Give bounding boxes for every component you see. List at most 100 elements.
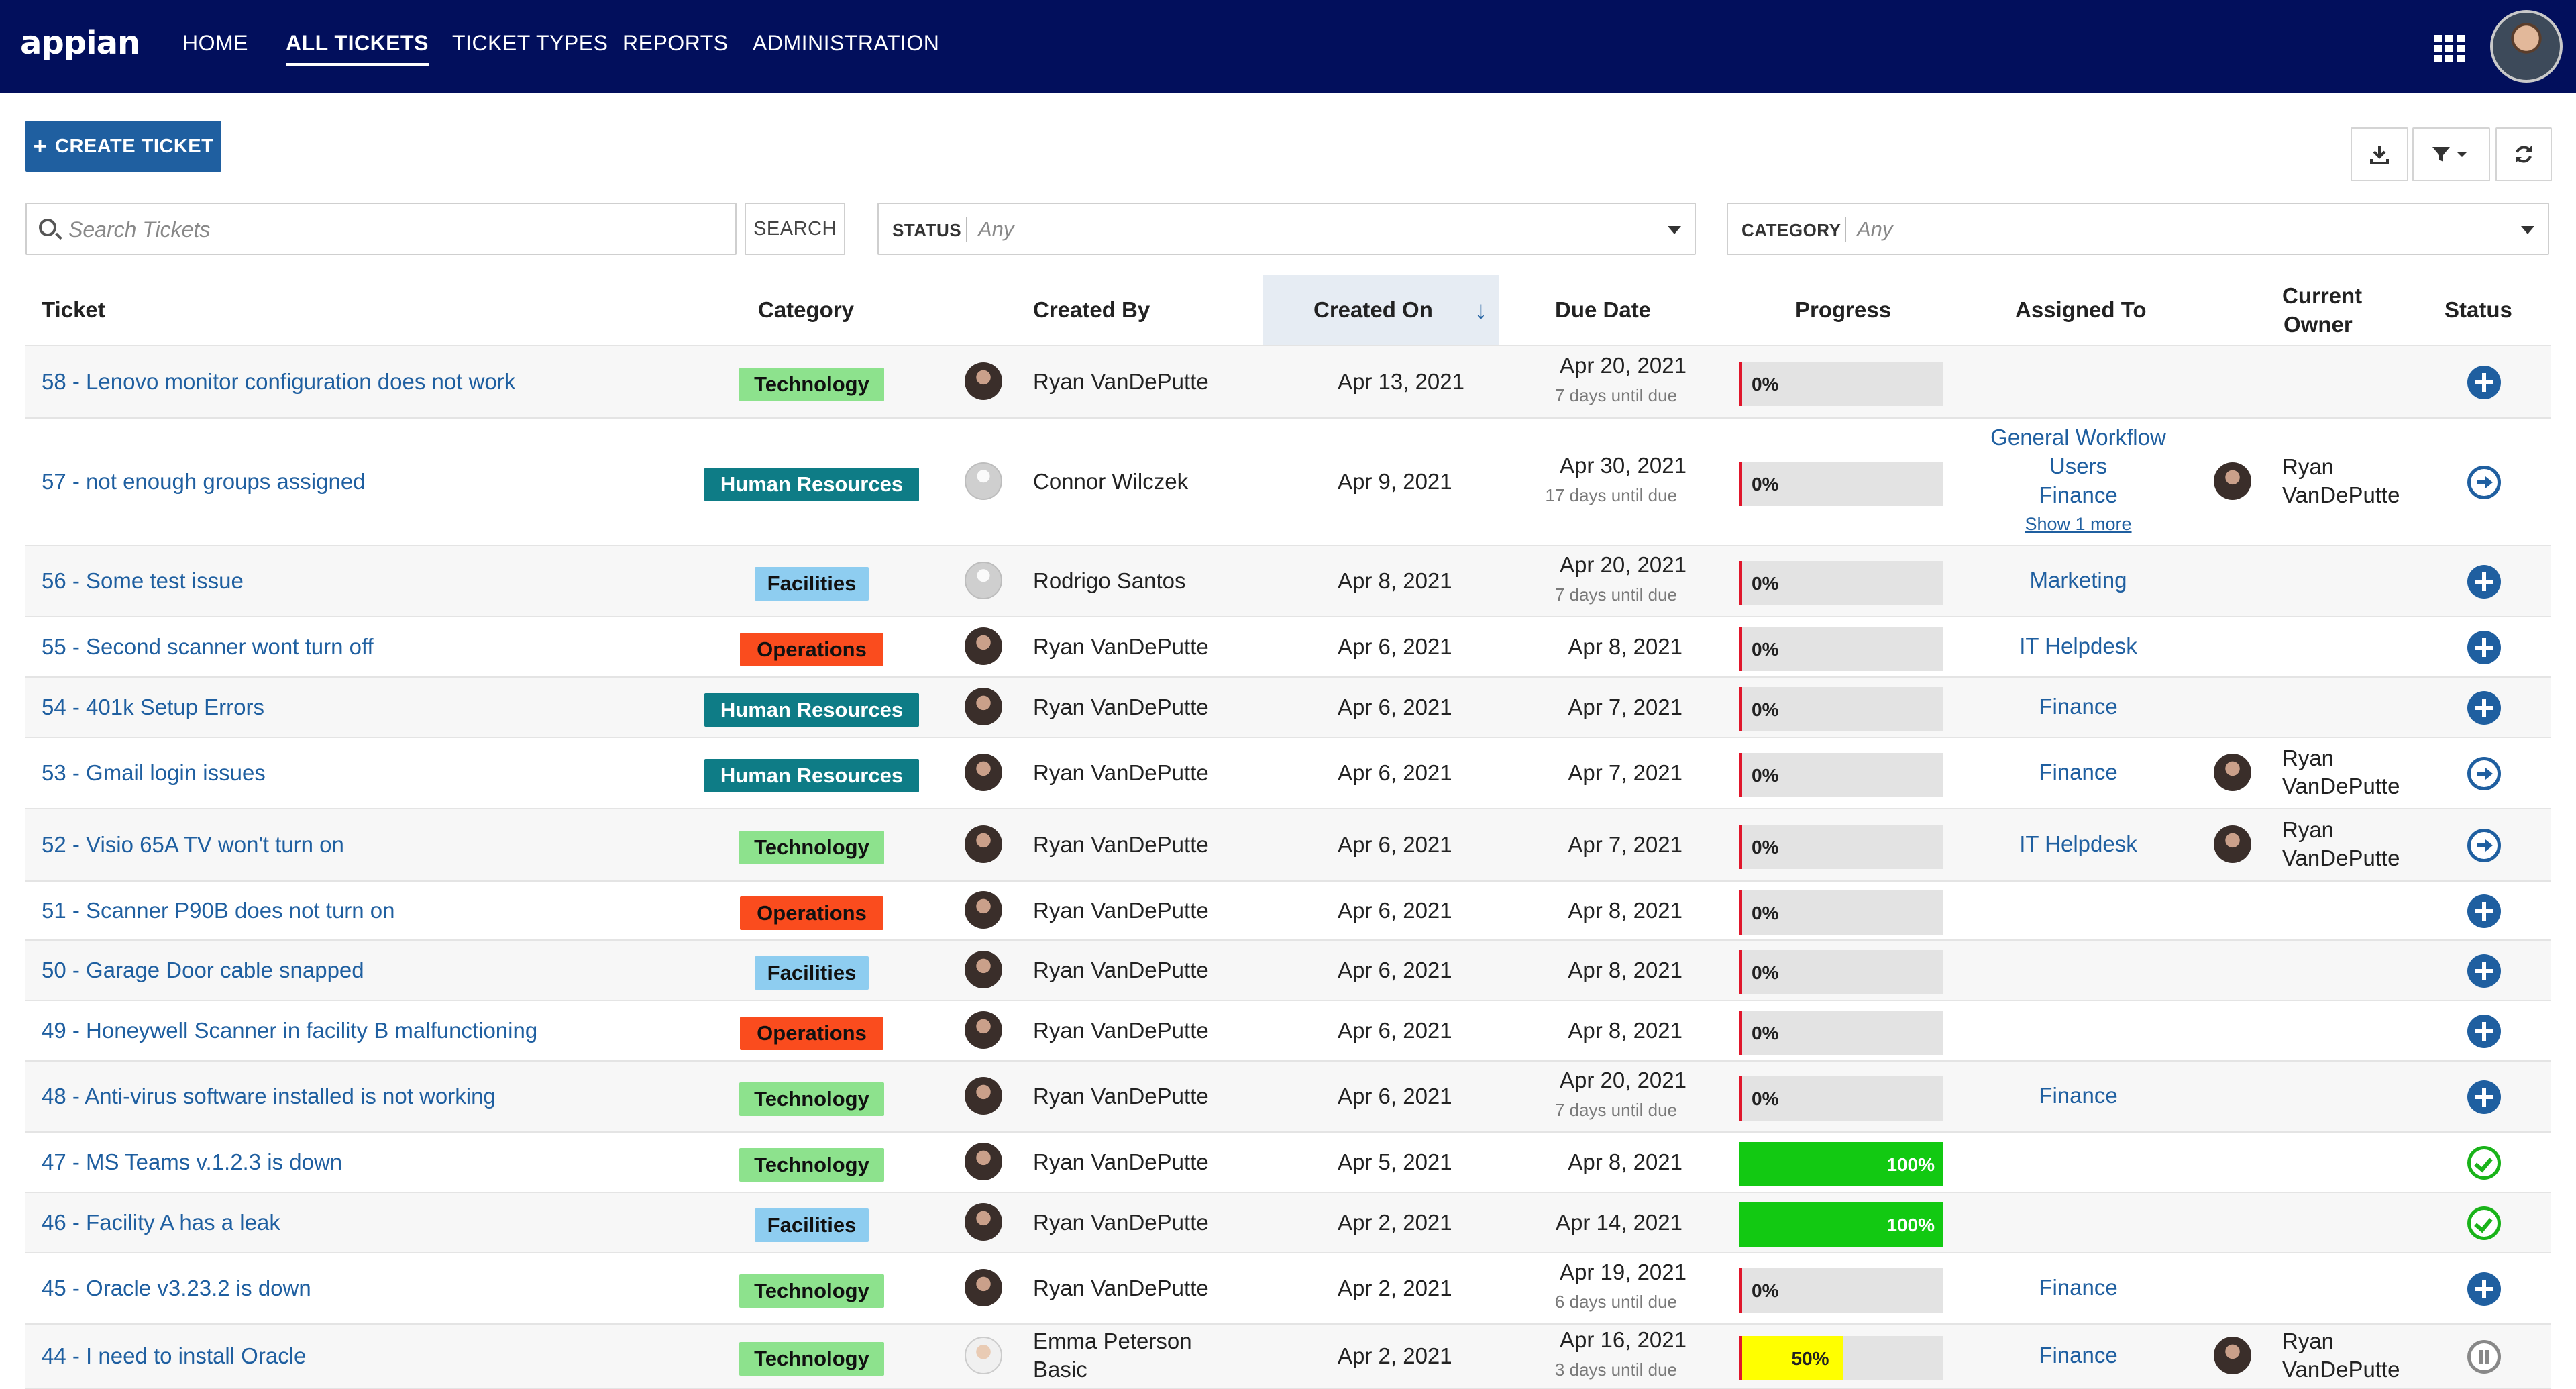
nav-administration[interactable]: ADMINISTRATION — [753, 31, 940, 55]
assigned-group-link[interactable]: Finance — [2039, 693, 2118, 719]
assigned-group-link[interactable]: Finance — [2039, 1342, 2118, 1368]
creator-avatar — [965, 362, 1002, 400]
category-badge: Human Resources — [704, 759, 919, 792]
add-circle-icon[interactable] — [2467, 366, 2501, 399]
ticket-link[interactable]: 56 - Some test issue — [42, 568, 244, 593]
assigned-group-link[interactable]: IT Helpdesk — [2019, 633, 2137, 658]
ticket-link[interactable]: 46 - Facility A has a leak — [42, 1210, 280, 1235]
search-icon — [39, 219, 56, 236]
status-filter-dropdown[interactable]: STATUS Any — [877, 203, 1696, 255]
created-by-name: Ryan VanDePutte — [1033, 958, 1209, 982]
created-by-name: Rodrigo Santos — [1033, 568, 1186, 593]
create-ticket-button[interactable]: + CREATE TICKET — [25, 121, 221, 172]
export-download-button[interactable] — [2351, 127, 2408, 181]
progress-label: 0% — [1752, 1280, 1779, 1301]
due-date: Apr 19, 2021 — [1560, 1259, 1686, 1284]
ticket-link[interactable]: 49 - Honeywell Scanner in facility B mal… — [42, 1018, 538, 1043]
search-tickets-input[interactable] — [67, 213, 724, 246]
add-circle-icon[interactable] — [2467, 631, 2501, 664]
creator-avatar — [965, 1143, 1002, 1180]
created-on-date: Apr 13, 2021 — [1338, 369, 1464, 394]
due-date: Apr 20, 2021 — [1560, 552, 1686, 577]
column-header-progress[interactable]: Progress — [1795, 297, 1892, 322]
check-circle-icon[interactable] — [2467, 1146, 2501, 1180]
add-circle-icon[interactable] — [2467, 1015, 2501, 1048]
arrow-circle-icon[interactable] — [2467, 829, 2501, 862]
search-button[interactable]: SEARCH — [745, 203, 845, 255]
ticket-link[interactable]: 54 - 401k Setup Errors — [42, 694, 264, 719]
progress-bar: 0% — [1739, 362, 1943, 406]
row-divider — [25, 1131, 2551, 1133]
column-header-current-owner[interactable]: Current — [2282, 283, 2363, 308]
assigned-group-link[interactable]: IT Helpdesk — [2019, 831, 2137, 856]
ticket-link[interactable]: 47 - MS Teams v.1.2.3 is down — [42, 1149, 343, 1174]
nav-home[interactable]: HOME — [182, 31, 248, 55]
owner-avatar — [2214, 825, 2251, 863]
column-header-created-by[interactable]: Created By — [1033, 297, 1150, 322]
creator-avatar — [965, 891, 1002, 929]
arrow-circle-icon[interactable] — [2467, 466, 2501, 499]
add-circle-icon[interactable] — [2467, 954, 2501, 988]
status-filter-value: Any — [978, 217, 1014, 241]
ticket-link[interactable]: 48 - Anti-virus software installed is no… — [42, 1084, 496, 1109]
refresh-button[interactable] — [2496, 127, 2552, 181]
search-tickets-field[interactable] — [25, 203, 737, 255]
ticket-link[interactable]: 57 - not enough groups assigned — [42, 469, 366, 494]
app-launcher-grid-icon[interactable] — [2434, 35, 2467, 62]
add-circle-icon[interactable] — [2467, 1272, 2501, 1306]
ticket-link[interactable]: 58 - Lenovo monitor configuration does n… — [42, 369, 516, 394]
category-badge: Technology — [739, 831, 884, 864]
assigned-group-link[interactable]: Finance — [2039, 759, 2118, 784]
assigned-group-link[interactable]: Finance — [2039, 482, 2118, 507]
add-circle-icon[interactable] — [2467, 894, 2501, 928]
category-filter-dropdown[interactable]: CATEGORY Any — [1727, 203, 2549, 255]
ticket-link[interactable]: 44 - I need to install Oracle — [42, 1343, 307, 1368]
column-header-assigned-to[interactable]: Assigned To — [2015, 297, 2147, 322]
creator-avatar — [965, 1203, 1002, 1241]
assigned-group-link[interactable]: Finance — [2039, 1274, 2118, 1300]
check-circle-icon[interactable] — [2467, 1206, 2501, 1240]
appian-logo[interactable]: appian — [20, 24, 140, 62]
assigned-group-link[interactable]: General Workflow — [1990, 425, 2166, 450]
created-by-name: Ryan VanDePutte — [1033, 832, 1209, 857]
ticket-link[interactable]: 53 - Gmail login issues — [42, 760, 266, 785]
ticket-link[interactable]: 51 - Scanner P90B does not turn on — [42, 898, 395, 923]
add-circle-icon[interactable] — [2467, 565, 2501, 599]
refresh-icon — [2516, 146, 2532, 163]
assigned-group-link[interactable]: Users — [2049, 454, 2108, 478]
nav-all-tickets[interactable]: ALL TICKETS — [286, 31, 429, 66]
row-divider — [25, 808, 2551, 809]
column-header-ticket[interactable]: Ticket — [42, 297, 105, 322]
add-circle-icon[interactable] — [2467, 691, 2501, 725]
table-row-background — [25, 546, 2551, 617]
assigned-group-link[interactable]: Finance — [2039, 1082, 2118, 1108]
nav-reports[interactable]: REPORTS — [623, 31, 729, 55]
nav-ticket-types[interactable]: TICKET TYPES — [452, 31, 608, 55]
column-header-due-date[interactable]: Due Date — [1555, 297, 1652, 322]
column-header-category[interactable]: Category — [758, 297, 855, 322]
ticket-link[interactable]: 52 - Visio 65A TV won't turn on — [42, 832, 344, 857]
assigned-group-link[interactable]: Marketing — [2029, 567, 2127, 593]
filter-dropdown-button[interactable] — [2412, 127, 2490, 181]
pause-circle-icon[interactable] — [2467, 1340, 2501, 1374]
plus-icon: + — [33, 133, 47, 159]
table-row-background — [25, 941, 2551, 1001]
ticket-link[interactable]: 50 - Garage Door cable snapped — [42, 958, 364, 982]
show-more-link[interactable]: Show 1 more — [2025, 514, 2132, 534]
column-header-created-on[interactable]: Created On — [1313, 297, 1433, 322]
progress-label: 100% — [1886, 1154, 1935, 1175]
ticket-link[interactable]: 55 - Second scanner wont turn off — [42, 634, 374, 659]
created-on-date: Apr 5, 2021 — [1338, 1149, 1452, 1174]
arrow-circle-icon[interactable] — [2467, 757, 2501, 790]
column-header-status[interactable]: Status — [2445, 297, 2512, 322]
sort-descending-icon[interactable]: ↓ — [1474, 297, 1487, 325]
create-ticket-label: CREATE TICKET — [55, 135, 214, 157]
owner-name-line2: VanDePutte — [2282, 845, 2400, 870]
category-filter-label: CATEGORY — [1741, 220, 1841, 240]
ticket-link[interactable]: 45 - Oracle v3.23.2 is down — [42, 1276, 311, 1300]
download-icon — [2370, 146, 2389, 164]
progress-bar: 0% — [1739, 890, 1943, 935]
user-avatar[interactable] — [2490, 10, 2563, 83]
column-header-current-owner-line2[interactable]: Owner — [2284, 312, 2353, 337]
add-circle-icon[interactable] — [2467, 1080, 2501, 1114]
